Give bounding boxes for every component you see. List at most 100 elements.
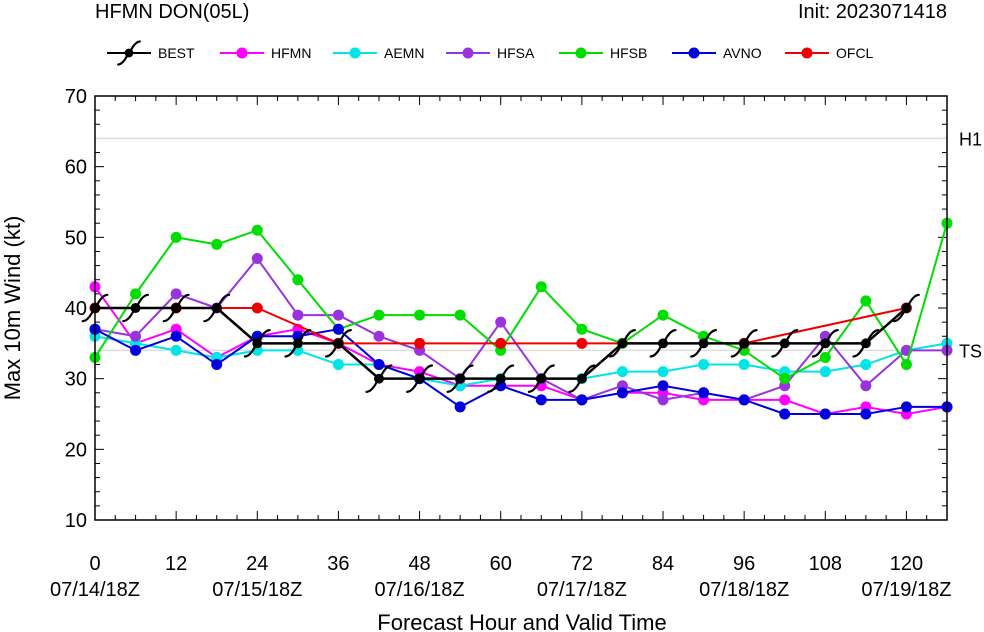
hurricane-arm-upper (704, 329, 718, 341)
hurricane-arm-upper (177, 293, 190, 306)
plot-frame (94, 95, 948, 521)
hurricane-core (130, 303, 141, 313)
data-point-best (243, 329, 271, 358)
hurricane-arm-lower (771, 345, 784, 358)
y-tick-label: 50 (65, 227, 87, 249)
data-point-avno (373, 359, 385, 371)
data-point-hfsa (292, 309, 304, 321)
legend-marker (688, 47, 700, 59)
data-point-best (203, 293, 231, 323)
hurricane-arm-lower (81, 310, 94, 323)
data-point-best (568, 364, 596, 393)
hurricane-arm-upper (136, 293, 150, 306)
data-point-hfsb (779, 373, 791, 385)
series-line-hfsa (94, 257, 947, 401)
series-line-avno (94, 328, 947, 415)
hurricane-core (333, 338, 344, 349)
series-line-hfsb (94, 222, 948, 380)
x-tick-label: 84 (652, 553, 674, 575)
hurricane-arm-lower (122, 310, 135, 323)
hurricane-arm-lower (690, 345, 703, 358)
hurricane-core (901, 303, 912, 313)
hurricane-core (211, 303, 222, 313)
data-point-best (649, 329, 677, 358)
hurricane-core (860, 338, 871, 349)
x-tick-label: 0 (89, 553, 100, 575)
data-point-hfsa (860, 380, 872, 392)
data-point-best (608, 329, 636, 358)
data-point-avno (657, 380, 669, 392)
data-point-avno (860, 408, 872, 420)
hurricane-core (292, 338, 303, 349)
hurricane-arm-lower (487, 381, 500, 393)
hurricane-core (698, 338, 709, 349)
legend-label: HFSB (610, 45, 647, 61)
data-point-hfsa (332, 309, 344, 321)
data-point-aemn (698, 359, 710, 371)
data-point-hfsa (170, 288, 182, 300)
data-point-avno (698, 387, 710, 399)
hurricane-arm-lower (243, 345, 256, 358)
data-point-aemn (332, 359, 344, 371)
hurricane-arm-upper (299, 329, 312, 341)
hurricane-core (576, 373, 587, 384)
data-point-hfsb (860, 295, 872, 307)
data-point-best (771, 329, 799, 358)
hurricane-arm-upper (502, 364, 515, 377)
chart-title-left: HFMN DON(05L) (95, 1, 250, 23)
hurricane-core (617, 338, 628, 349)
x-date-label: 07/19/18Z (861, 579, 951, 601)
data-point-avno (900, 401, 912, 413)
hurricane-core (171, 303, 182, 313)
legend-entry-hfmn: HFMN (220, 45, 311, 61)
legend-entry-ofcl: OFCL (785, 45, 874, 61)
data-point-avno (454, 401, 466, 413)
data-point-best (690, 329, 718, 358)
data-point-hfsa (373, 330, 385, 342)
data-point-aemn (170, 344, 182, 356)
legend-marker (462, 47, 474, 59)
data-point-best (811, 329, 839, 358)
chart-title-right: Init: 2023071418 (797, 1, 947, 23)
x-date-label: 07/17/18Z (537, 579, 627, 601)
data-point-aemn (860, 359, 872, 371)
data-point-best (365, 364, 393, 393)
hurricane-arm-upper (907, 293, 920, 306)
hurricane-arm-upper (218, 293, 231, 306)
data-point-hfsa (495, 316, 507, 328)
hurricane-arm-lower (649, 345, 662, 358)
hurricane-arm-lower (203, 310, 216, 323)
data-point-hfsb (170, 231, 182, 243)
data-point-avno (211, 359, 223, 371)
hurricane-arm-upper (96, 293, 109, 306)
hurricane-core (658, 338, 668, 349)
data-point-avno (779, 408, 791, 420)
hurricane-arm-upper (130, 40, 141, 51)
legend-label: BEST (158, 45, 195, 61)
y-tick-label: 30 (65, 369, 87, 391)
hurricane-arm-lower (117, 55, 128, 66)
x-date-label: 07/16/18Z (375, 579, 465, 601)
data-point-best (487, 364, 515, 393)
data-point-best (527, 364, 555, 393)
hurricane-arm-lower (284, 345, 297, 358)
x-tick-label: 48 (408, 553, 430, 575)
data-point-aemn (738, 359, 750, 371)
axis-labels: 10 20 30 40 50 60 70 0 12 24 36 48 60 72 84 96 108 120 07/… (0, 86, 982, 632)
data-point-best (892, 293, 920, 323)
x-tick-label: 120 (890, 553, 923, 575)
hurricane-arm-lower (852, 345, 865, 358)
data-point-hfsb (819, 351, 831, 363)
data-point-best (324, 329, 352, 358)
hurricane-arm-upper (583, 364, 596, 377)
data-point-aemn (819, 366, 831, 378)
data-point-avno (819, 408, 831, 420)
data-point-aemn (616, 366, 628, 378)
threshold-label: H1 (959, 129, 982, 149)
hurricane-arm-lower (608, 345, 622, 358)
data-point-avno (332, 323, 344, 335)
data-point-avno (738, 394, 750, 406)
hurricane-arm-lower (527, 381, 540, 393)
data-point-best (162, 293, 190, 323)
data-point-hfsb (535, 281, 547, 293)
